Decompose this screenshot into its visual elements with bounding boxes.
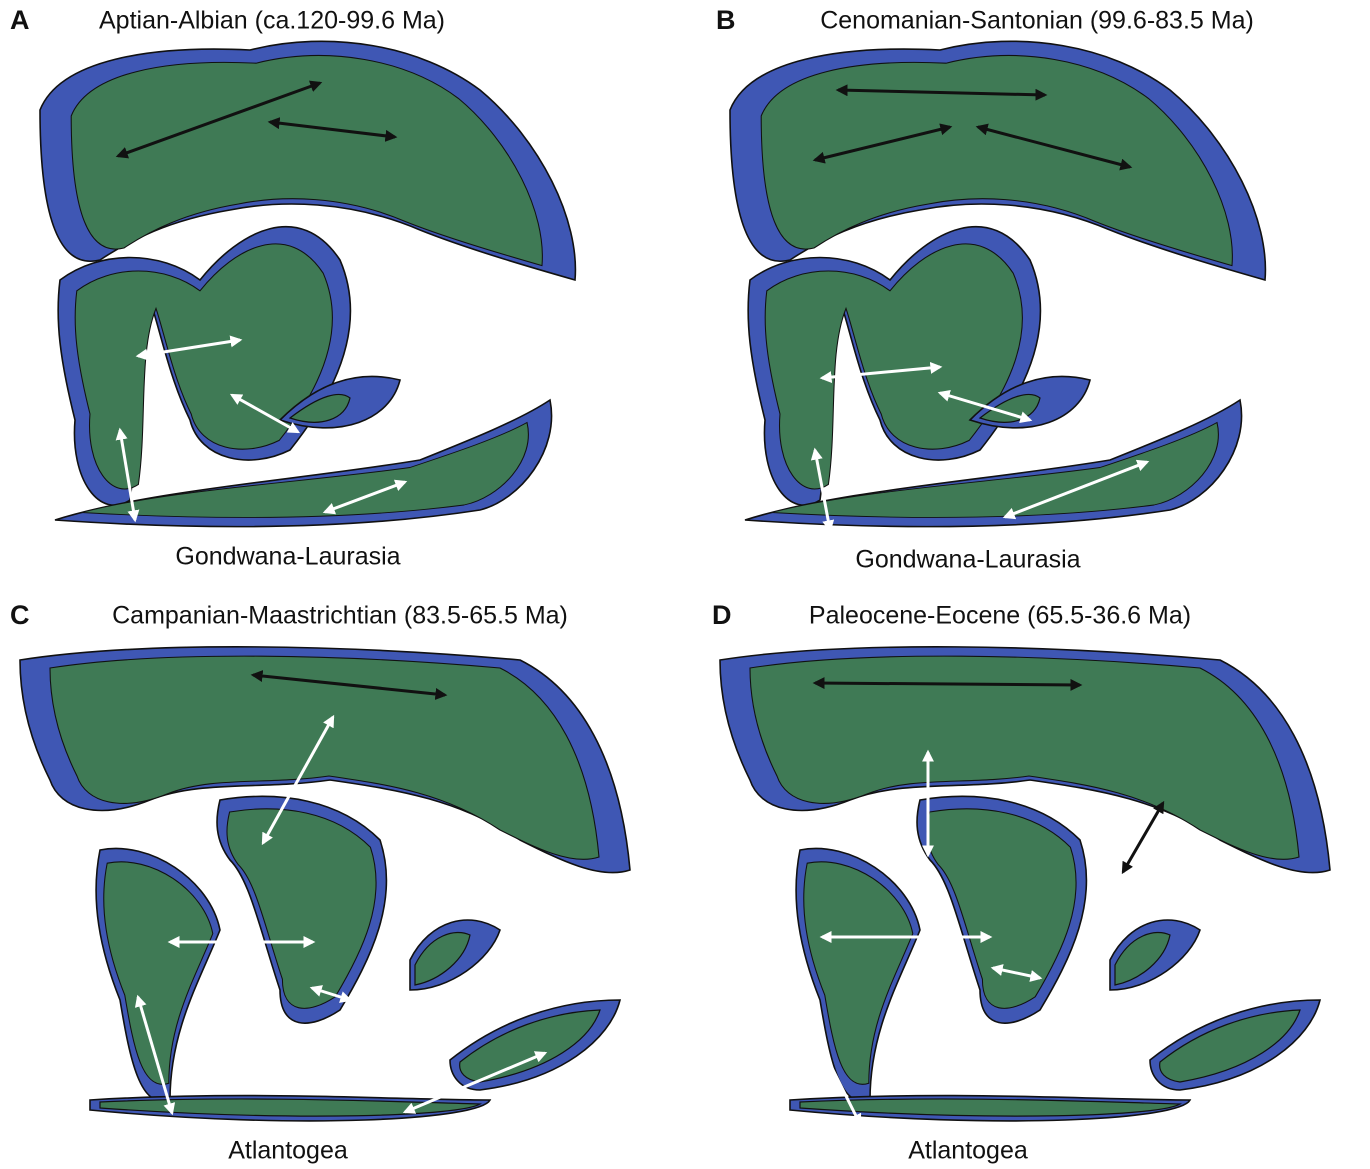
figure: A Aptian-Albian (ca.120-99.6 Ma) Gondwan… [0, 0, 1370, 1169]
panel-letter: C [10, 600, 30, 630]
map [730, 41, 1265, 526]
panel-letter: B [716, 5, 736, 35]
panel-caption: Gondwana-Laurasia [175, 543, 400, 571]
panel-letter: D [712, 600, 732, 630]
panel-caption: Atlantogea [908, 1137, 1028, 1165]
map [20, 647, 630, 1121]
panel-title: Cenomanian-Santonian (99.6-83.5 Ma) [820, 7, 1254, 35]
panel-caption: Atlantogea [228, 1137, 348, 1165]
panel-letter: A [10, 5, 30, 35]
panel-caption: Gondwana-Laurasia [855, 546, 1080, 574]
map [40, 41, 575, 526]
map [720, 647, 1330, 1121]
panel-title: Aptian-Albian (ca.120-99.6 Ma) [99, 7, 445, 35]
panel-title: Campanian-Maastrichtian (83.5-65.5 Ma) [112, 602, 568, 630]
panel-title: Paleocene-Eocene (65.5-36.6 Ma) [809, 602, 1191, 630]
